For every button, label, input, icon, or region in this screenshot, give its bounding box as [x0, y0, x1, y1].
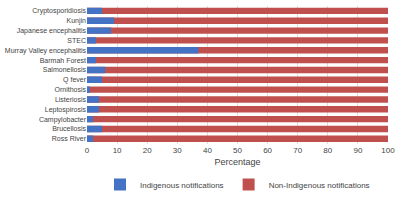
- svg-text:Brucellosis: Brucellosis: [52, 125, 86, 132]
- svg-text:Ross River: Ross River: [52, 135, 87, 142]
- svg-text:Campylobacter: Campylobacter: [39, 116, 87, 124]
- svg-text:0: 0: [85, 146, 90, 155]
- svg-text:20: 20: [143, 146, 152, 155]
- svg-text:Non-Indigenous notifications: Non-Indigenous notifications: [269, 181, 370, 190]
- svg-text:60: 60: [263, 146, 272, 155]
- svg-text:Japanese encephalitis: Japanese encephalitis: [17, 27, 87, 35]
- svg-text:Listeriosis: Listeriosis: [55, 96, 87, 103]
- svg-text:50: 50: [233, 146, 242, 155]
- svg-text:40: 40: [203, 146, 212, 155]
- svg-text:Murray Valley encephalitis: Murray Valley encephalitis: [5, 47, 87, 55]
- svg-text:Leptospirosis: Leptospirosis: [45, 106, 87, 114]
- svg-text:80: 80: [323, 146, 332, 155]
- svg-text:Ornithosis: Ornithosis: [54, 86, 86, 93]
- svg-text:Indigenous notifications: Indigenous notifications: [140, 181, 224, 190]
- svg-text:Kunjin: Kunjin: [67, 17, 87, 25]
- svg-text:Percentage: Percentage: [214, 157, 260, 167]
- svg-text:100: 100: [381, 146, 395, 155]
- svg-text:90: 90: [353, 146, 362, 155]
- svg-text:Q fever: Q fever: [63, 76, 87, 84]
- svg-text:Barmah Forest: Barmah Forest: [40, 57, 86, 64]
- svg-text:10: 10: [113, 146, 122, 155]
- svg-text:Cryptosporidiosis: Cryptosporidiosis: [32, 7, 86, 15]
- svg-text:Salmonellosis: Salmonellosis: [43, 66, 87, 73]
- svg-text:STEC: STEC: [67, 37, 86, 44]
- svg-text:30: 30: [173, 146, 182, 155]
- svg-text:70: 70: [293, 146, 302, 155]
